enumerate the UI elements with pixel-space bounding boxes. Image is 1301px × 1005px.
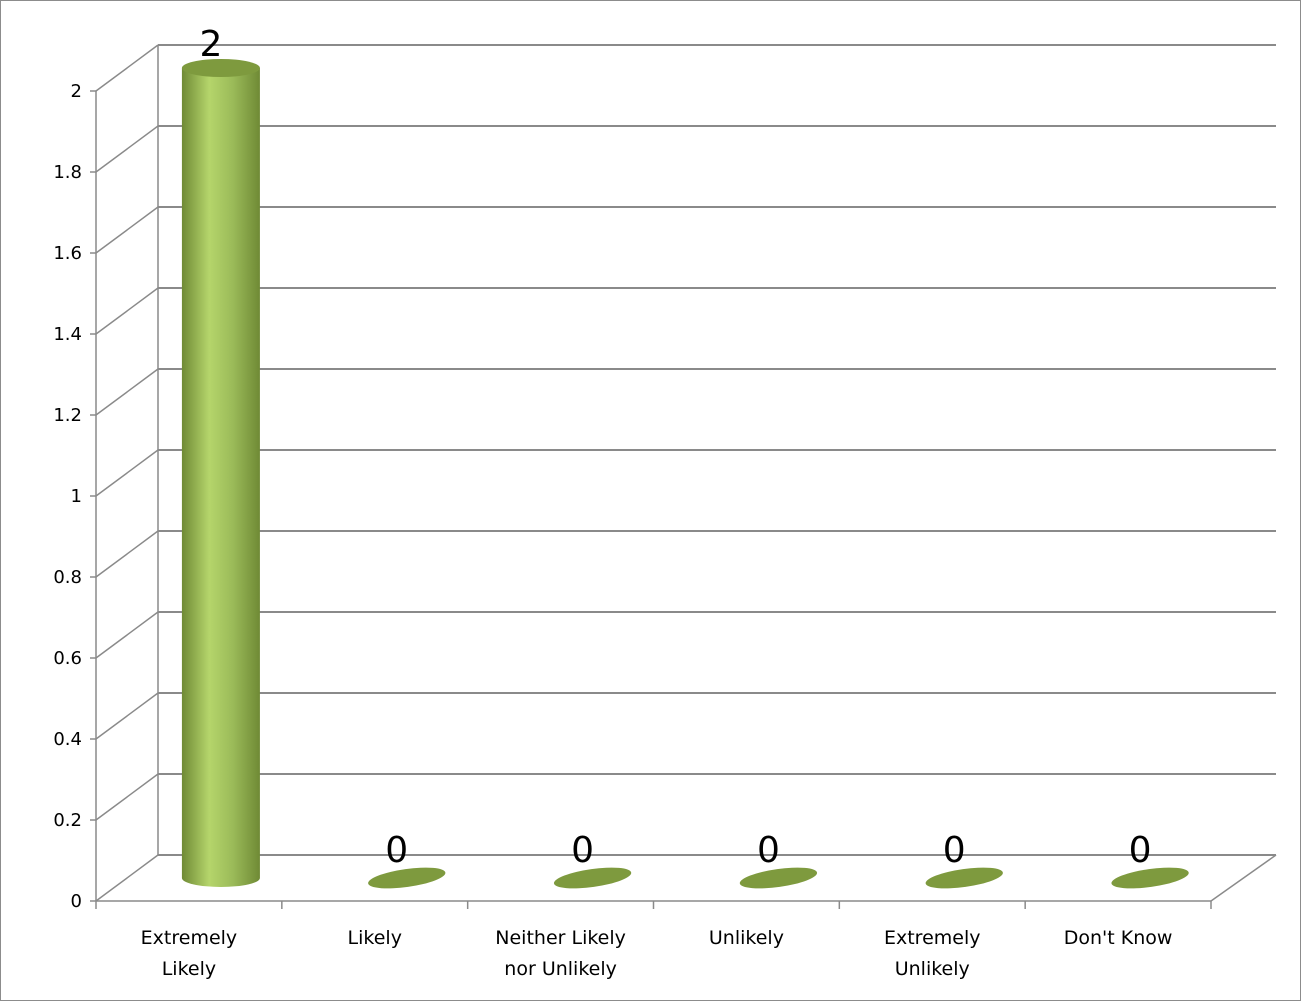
category-label-line: Unlikely bbox=[709, 927, 784, 949]
category-label-line: Don't Know bbox=[1064, 927, 1173, 949]
bar bbox=[739, 867, 818, 889]
side-wall-gridline bbox=[95, 449, 159, 497]
bar bbox=[368, 867, 446, 889]
y-tick-label: 1.4 bbox=[53, 324, 82, 345]
data-label: 0 bbox=[757, 830, 780, 871]
y-tick-label: 2 bbox=[71, 81, 82, 102]
category-label: Extremely Unlikely bbox=[884, 927, 981, 980]
category-label-line: Unlikely bbox=[895, 958, 970, 980]
side-wall-gridline bbox=[95, 206, 159, 254]
category-label-line: Extremely bbox=[141, 927, 238, 949]
y-tick-label: 0 bbox=[71, 891, 82, 912]
side-wall-gridline bbox=[95, 530, 159, 578]
side-wall-gridline bbox=[95, 611, 159, 659]
bars bbox=[181, 59, 1189, 889]
bar-top bbox=[739, 867, 818, 889]
side-wall-gridline bbox=[95, 44, 159, 92]
axes bbox=[95, 45, 1277, 909]
y-tick-label: 0.6 bbox=[53, 648, 82, 669]
bar-body bbox=[181, 68, 260, 887]
bar-top bbox=[925, 867, 1003, 889]
data-label: 0 bbox=[943, 830, 966, 871]
side-wall-gridline bbox=[95, 692, 159, 740]
side-wall-gridline bbox=[95, 773, 159, 821]
x-axis-categories: Extremely Likely Likely Neither Likely nor U… bbox=[141, 927, 1173, 980]
side-wall-gridline bbox=[95, 287, 159, 335]
side-wall-gridline bbox=[95, 854, 159, 902]
bar bbox=[925, 867, 1003, 889]
category-label: Don't Know bbox=[1064, 927, 1173, 949]
side-wall-gridline bbox=[95, 125, 159, 173]
data-label: 0 bbox=[1129, 830, 1152, 871]
bar bbox=[553, 867, 632, 889]
y-axis-ticks: 0 0.2 0.4 0.6 0.8 1 1.2 1.4 1.6 1.8 2 bbox=[53, 81, 96, 912]
y-tick-label: 1.8 bbox=[53, 162, 82, 183]
y-tick-label: 1 bbox=[71, 486, 82, 507]
bar-top bbox=[368, 867, 446, 889]
y-tick-label: 0.2 bbox=[53, 810, 82, 831]
side-wall-gridline bbox=[95, 368, 159, 416]
category-label-line: Likely bbox=[348, 927, 402, 949]
category-label: Neither Likely nor Unlikely bbox=[495, 927, 626, 980]
bar-top bbox=[181, 59, 260, 77]
bar bbox=[1111, 867, 1189, 889]
category-label: Unlikely bbox=[709, 927, 784, 949]
data-label: 0 bbox=[385, 830, 408, 871]
floor-right-edge bbox=[1210, 854, 1277, 902]
bar-top bbox=[553, 867, 632, 889]
category-label-line: Neither Likely bbox=[495, 927, 626, 949]
y-tick-label: 0.8 bbox=[53, 567, 82, 588]
category-label-line: nor Unlikely bbox=[504, 958, 617, 980]
bar bbox=[181, 59, 260, 887]
category-label: Likely bbox=[348, 927, 402, 949]
gridlines bbox=[95, 44, 1276, 902]
y-tick-label: 1.6 bbox=[53, 243, 82, 264]
data-label: 0 bbox=[571, 830, 594, 871]
category-label: Extremely Likely bbox=[141, 927, 238, 980]
y-tick-label: 0.4 bbox=[53, 729, 82, 750]
bar-top bbox=[1111, 867, 1189, 889]
category-label-line: Extremely bbox=[884, 927, 981, 949]
y-tick-label: 1.2 bbox=[53, 405, 82, 426]
data-label: 2 bbox=[199, 24, 222, 65]
category-label-line: Likely bbox=[162, 958, 216, 980]
data-labels: 2 0 0 0 0 0 bbox=[199, 24, 1151, 871]
